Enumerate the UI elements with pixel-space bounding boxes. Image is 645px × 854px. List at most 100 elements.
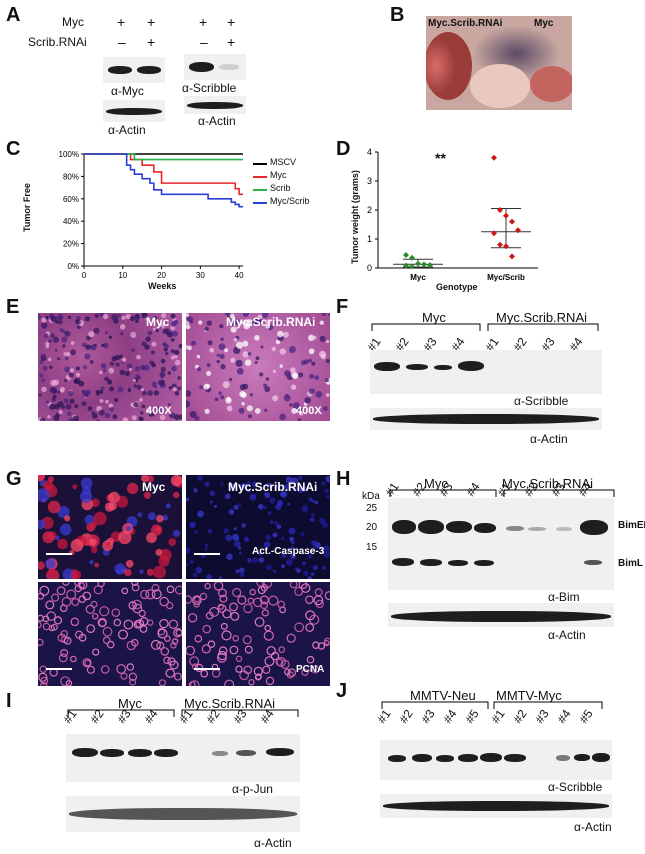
cell xyxy=(323,545,330,552)
cell xyxy=(153,390,160,396)
legend-swatch-mscv xyxy=(253,163,267,165)
cell xyxy=(320,354,326,360)
cell xyxy=(285,394,289,398)
cell xyxy=(258,557,265,563)
cell xyxy=(272,369,277,373)
cell xyxy=(325,475,332,483)
cell xyxy=(93,511,107,525)
blot-actin-left xyxy=(103,100,165,122)
legend-swatch-myc-scrib xyxy=(253,202,267,204)
cell xyxy=(138,416,143,421)
cell xyxy=(242,340,249,347)
cell xyxy=(151,341,157,347)
cell xyxy=(50,379,57,387)
cell xyxy=(279,348,286,355)
group-label-myc: Myc xyxy=(118,696,142,711)
photo-label-scrib: Myc.Scrib.RNAi xyxy=(428,18,503,29)
cell xyxy=(95,389,100,394)
blot-label-actin-right: α-Actin xyxy=(198,114,236,128)
cell xyxy=(165,601,174,610)
cell xyxy=(192,595,202,606)
cell xyxy=(54,348,58,352)
cell xyxy=(233,504,239,510)
cell xyxy=(272,532,278,538)
category-label: Myc xyxy=(410,273,426,282)
cell xyxy=(68,372,74,378)
cell xyxy=(304,397,311,404)
cell xyxy=(92,613,99,620)
cell xyxy=(311,320,315,324)
cell xyxy=(114,397,119,403)
cell xyxy=(67,315,72,320)
cell xyxy=(48,476,54,483)
cell xyxy=(156,514,164,523)
cell xyxy=(120,672,128,680)
cell xyxy=(156,641,165,650)
mag-label: 400X xyxy=(296,405,322,417)
cell xyxy=(216,353,220,357)
cell xyxy=(173,414,180,421)
cell xyxy=(128,672,138,682)
cell xyxy=(102,313,109,320)
cell xyxy=(230,326,237,333)
cell xyxy=(235,569,240,574)
cell xyxy=(243,603,253,614)
cell xyxy=(230,611,240,621)
cell xyxy=(109,407,114,412)
cell xyxy=(116,664,127,674)
cell xyxy=(237,595,247,605)
cell xyxy=(272,395,279,402)
cell xyxy=(218,391,222,395)
legend-label-myc: Myc xyxy=(270,170,287,180)
cell xyxy=(74,584,82,593)
cell xyxy=(64,356,69,361)
cell xyxy=(209,500,214,504)
cell xyxy=(89,521,97,529)
blot-actin-right xyxy=(184,96,246,114)
cell xyxy=(258,551,263,556)
cell xyxy=(57,401,64,408)
cell xyxy=(60,676,71,687)
cell xyxy=(120,332,124,336)
cell xyxy=(261,311,269,318)
cell xyxy=(193,488,198,493)
cell xyxy=(145,589,156,600)
panel-letter-e: E xyxy=(6,296,20,318)
panel-letter-j: J xyxy=(336,680,348,702)
blot-label-actin-left: α-Actin xyxy=(108,123,146,137)
cell xyxy=(204,547,208,551)
cell xyxy=(152,327,156,331)
cell xyxy=(106,541,111,546)
cell xyxy=(91,546,98,554)
cell xyxy=(286,558,293,566)
cell xyxy=(178,343,184,349)
cell xyxy=(254,673,262,681)
cell xyxy=(273,569,276,573)
cell xyxy=(36,638,44,647)
cell xyxy=(328,313,332,316)
cell xyxy=(324,378,329,383)
cell xyxy=(278,646,286,654)
cell xyxy=(86,665,96,674)
cell xyxy=(168,538,177,547)
cell xyxy=(66,589,77,600)
cell xyxy=(248,679,255,686)
blot-label-actin: α-Actin xyxy=(530,432,568,446)
cell xyxy=(254,617,265,627)
cell xyxy=(300,532,305,537)
data-point xyxy=(409,254,415,261)
cell xyxy=(139,617,149,626)
cell xyxy=(178,414,185,420)
cell xyxy=(151,524,163,536)
cell xyxy=(50,623,58,631)
cell xyxy=(151,583,160,592)
cell xyxy=(292,372,299,379)
group-brackets xyxy=(371,323,599,331)
cell xyxy=(239,320,244,325)
data-point xyxy=(509,218,515,225)
cell xyxy=(139,397,143,402)
cell xyxy=(35,488,50,503)
cell xyxy=(174,349,180,356)
cell xyxy=(222,609,232,619)
cell xyxy=(61,336,68,343)
